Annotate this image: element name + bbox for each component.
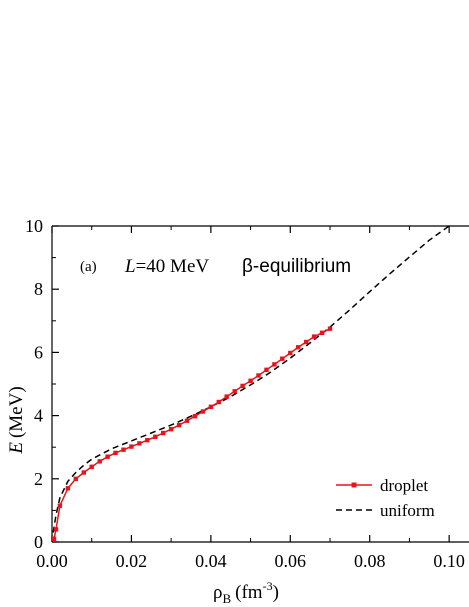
- series-droplet-point: [327, 326, 333, 331]
- series-droplet-point: [296, 345, 301, 350]
- annotation-condition: β-equilibrium: [242, 256, 351, 277]
- series-droplet-point: [176, 422, 182, 428]
- x-tick-label: 0.04: [195, 551, 227, 571]
- series-droplet-point: [168, 427, 174, 432]
- series-droplet-point: [311, 334, 317, 339]
- y-tick-label: 4: [34, 406, 43, 426]
- series-droplet-point: [288, 350, 293, 356]
- series-droplet-point: [97, 459, 102, 464]
- series-droplet-point: [129, 444, 134, 449]
- series-droplet-point: [113, 450, 118, 456]
- annotation-L: L: [124, 256, 136, 277]
- x-axis-label-sup: -3: [263, 579, 273, 593]
- series-droplet-point: [319, 330, 325, 335]
- series-droplet-point: [200, 409, 206, 414]
- series-droplet-point: [53, 527, 59, 532]
- series-droplet-point: [57, 503, 63, 508]
- series-droplet-point: [89, 464, 94, 469]
- legend: droplet uniform: [336, 476, 435, 520]
- y-axis-label: E (MeV): [6, 386, 27, 454]
- x-tick-label: 0.08: [354, 551, 386, 571]
- y-tick-label: 8: [34, 279, 43, 299]
- series-droplet-point: [216, 399, 221, 405]
- series-droplet-point: [248, 378, 253, 383]
- series-droplet-point: [145, 438, 150, 443]
- series-droplet-point: [52, 536, 57, 541]
- legend-uniform-label: uniform: [380, 501, 435, 520]
- series-droplet-point: [240, 383, 245, 389]
- annotation-L-value: =40 MeV: [136, 256, 210, 277]
- x-tick-label: 0.00: [36, 551, 68, 571]
- y-tick-label: 6: [34, 342, 43, 362]
- series-droplet-point: [304, 339, 309, 345]
- y-tick-label: 0: [34, 532, 43, 552]
- x-tick-label: 0.02: [116, 551, 148, 571]
- series-droplet-point: [224, 394, 229, 399]
- panel-label: (a): [80, 259, 97, 275]
- x-ticks: 0.00 0.02 0.04 0.06 0.08 0.10: [36, 226, 465, 571]
- series-droplet-point: [81, 470, 86, 475]
- series-layer: [52, 226, 451, 541]
- legend-droplet-marker: [351, 482, 357, 488]
- series-droplet-point: [264, 367, 269, 372]
- annotation-formula: L=40 MeV: [124, 256, 209, 277]
- series-droplet-point: [137, 441, 142, 446]
- series-droplet-point: [65, 486, 71, 491]
- series-droplet-point: [272, 362, 277, 367]
- x-axis-label: ρB (fm-3): [213, 579, 279, 606]
- series-uniform-line: [52, 226, 451, 533]
- series-droplet-point: [256, 373, 261, 378]
- series-droplet-point: [73, 476, 78, 481]
- x-axis-label-sub: B: [222, 591, 231, 606]
- series-droplet-line: [53, 328, 331, 539]
- panel-annotation: (a) L=40 MeV β-equilibrium: [80, 256, 351, 277]
- legend-droplet-label: droplet: [380, 476, 428, 495]
- series-droplet-point: [192, 414, 198, 419]
- x-axis-label-unit: (fm: [235, 582, 263, 603]
- series-droplet-point: [105, 454, 110, 459]
- series-droplet-point: [208, 404, 214, 409]
- series-droplet-point: [280, 356, 285, 361]
- series-droplet-point: [184, 418, 190, 423]
- y-tick-label: 10: [25, 216, 43, 236]
- series-droplet-point: [232, 389, 237, 394]
- y-ticks: 0 2 4 6 8 10: [25, 216, 59, 552]
- series-droplet-point: [121, 447, 126, 452]
- x-tick-label: 0.06: [275, 551, 307, 571]
- y-axis-label-unit: (MeV): [6, 386, 27, 438]
- x-axis-label-close: ): [273, 582, 279, 603]
- x-tick-label: 0.10: [433, 551, 465, 571]
- y-axis-label-E: E: [6, 442, 27, 455]
- y-tick-label: 2: [34, 469, 43, 489]
- series-droplet-point: [161, 430, 166, 436]
- series-droplet-point: [153, 434, 158, 439]
- x-axis-label-rho: ρ: [213, 582, 222, 603]
